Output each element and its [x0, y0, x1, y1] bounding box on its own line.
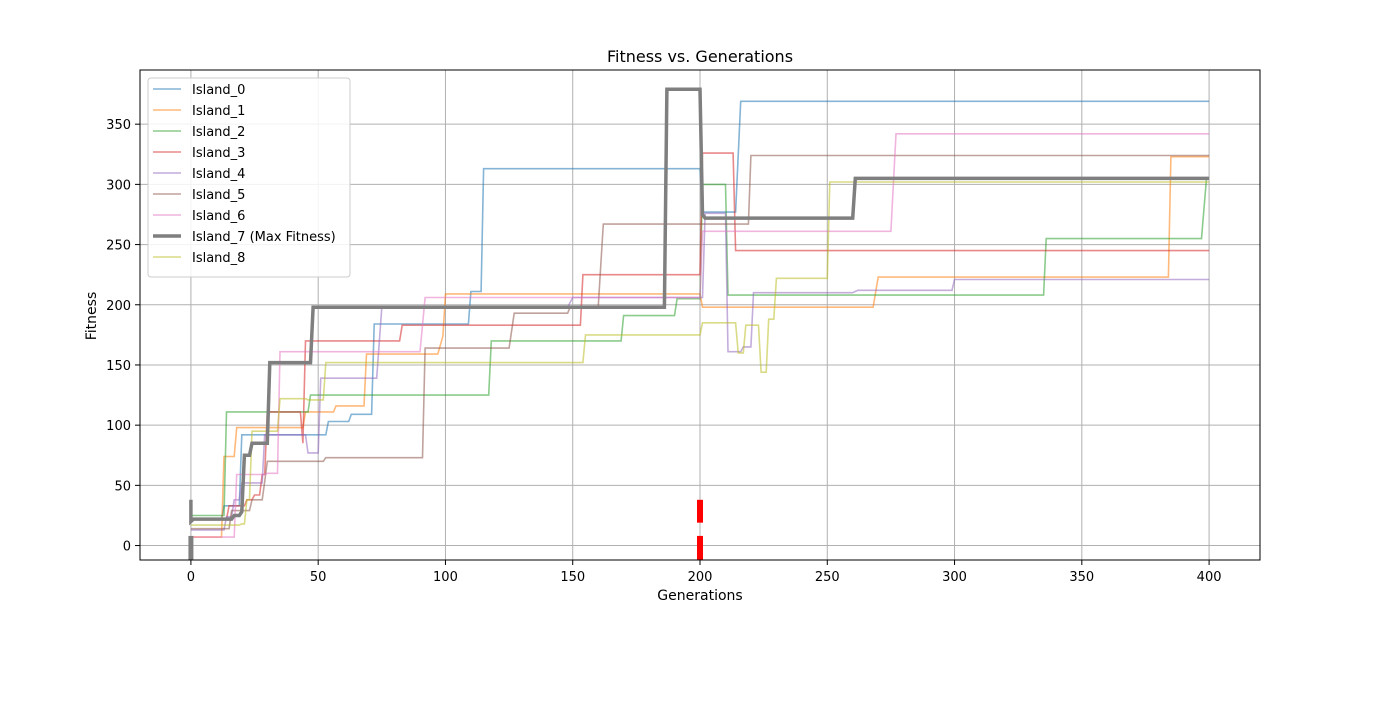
legend-box: [147, 77, 351, 278]
series-line-island-7-max-fitness: [189, 87, 1210, 526]
legend-label: Island_3: [192, 146, 245, 161]
legend-label: Island_0: [192, 83, 245, 98]
legend-label: Island_6: [192, 209, 245, 224]
series-line-island-1: [190, 155, 1210, 538]
y-tick-label: 350: [106, 118, 131, 133]
y-tick-label: 300: [106, 178, 131, 193]
x-tick-label: 0: [187, 570, 195, 585]
legend-label: Island_2: [192, 125, 245, 140]
chart-title: Fitness vs. Generations: [607, 47, 793, 66]
x-tick-label: 400: [1197, 570, 1222, 585]
y-tick-label: 100: [106, 419, 131, 434]
y-tick-label: 0: [123, 540, 131, 555]
legend-label: Island_4: [192, 167, 245, 182]
legend-label: Island_7 (Max Fitness): [192, 230, 336, 245]
x-tick-label: 50: [310, 570, 327, 585]
y-axis-label: Fitness: [84, 292, 100, 341]
y-tick-label: 200: [106, 299, 131, 314]
axis-ticks: 0 50 100 150 200 250 300 350 400 0 50 100 150 200 250 3…: [106, 118, 1221, 585]
x-tick-label: 200: [688, 570, 713, 585]
legend-label: Island_1: [192, 104, 245, 119]
x-tick-label: 100: [433, 570, 458, 585]
marker-layer: [188, 499, 703, 560]
y-tick-label: 50: [114, 479, 131, 494]
legend-label: Island_5: [192, 188, 245, 203]
x-tick-label: 250: [815, 570, 840, 585]
legend-label: Island_8: [192, 251, 245, 266]
legend: Island_0 Island_1 Island_2 Island_3 Island_4…: [147, 77, 351, 278]
y-tick-label: 250: [106, 239, 131, 254]
y-tick-label: 150: [106, 359, 131, 374]
series-line-island-2: [190, 177, 1210, 517]
x-axis-label: Generations: [657, 588, 742, 604]
x-tick-label: 150: [560, 570, 585, 585]
series-line-island-5: [190, 154, 1210, 530]
series-line-island-8: [190, 181, 1210, 526]
x-tick-label: 350: [1069, 570, 1094, 585]
x-tick-label: 300: [942, 570, 967, 585]
series-layer: [189, 87, 1210, 538]
